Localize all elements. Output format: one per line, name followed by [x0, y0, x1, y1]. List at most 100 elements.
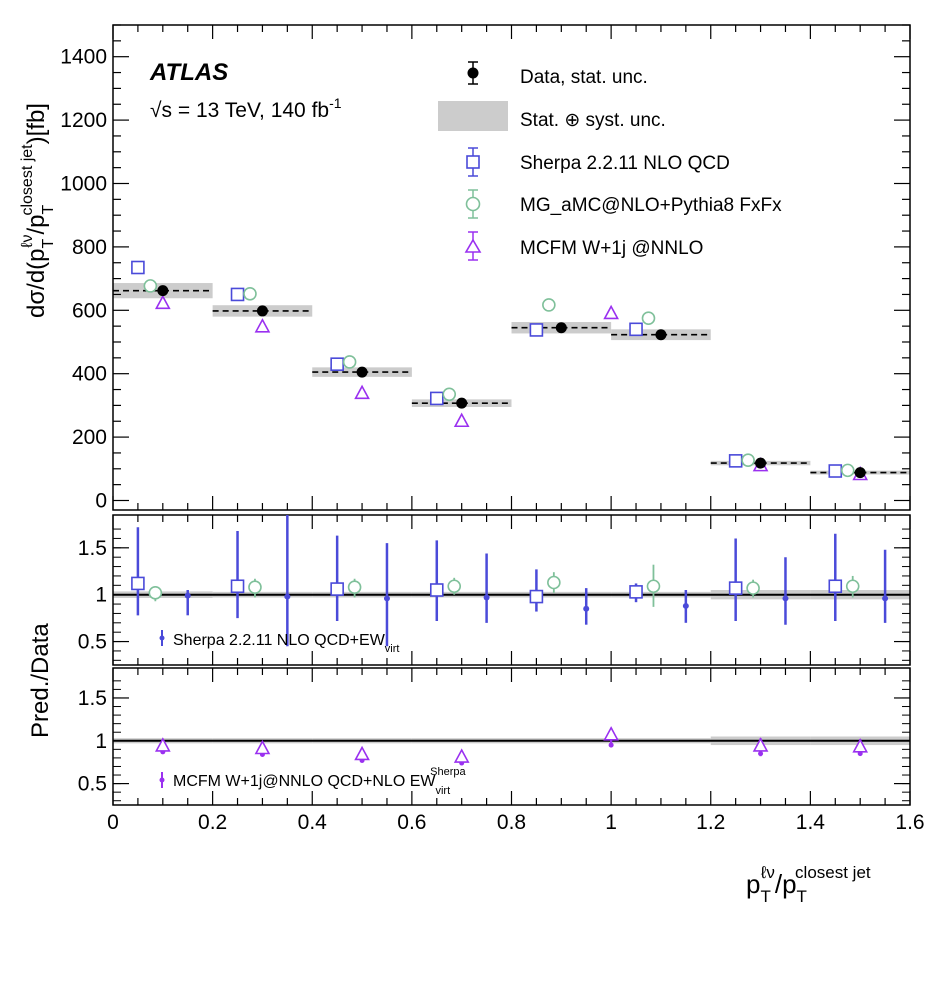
y-tick-label: 0 [95, 489, 107, 512]
legend-mg-label: MG_aMC@NLO+Pythia8 FxFx [520, 195, 782, 216]
data-point [755, 457, 767, 469]
mcfm-point [354, 384, 370, 400]
legend-data-marker [467, 61, 479, 85]
panel-frame [112, 24, 911, 511]
mg-point [248, 580, 262, 594]
mcfm-ew-point [608, 742, 614, 748]
mcfm-ratio-point [603, 726, 619, 741]
mcfm-ratio-point [154, 737, 171, 752]
sherpa-point [330, 582, 344, 596]
mcfm-point [154, 294, 171, 310]
mg-point [143, 279, 158, 293]
legend-mg-marker [465, 189, 481, 219]
sherpa-point [728, 454, 743, 468]
sherpa-point [230, 287, 245, 302]
sherpa-point [629, 585, 643, 599]
mcfm-point [254, 318, 271, 333]
y-tick-label: 1400 [60, 46, 107, 69]
y-tick-label: 200 [72, 426, 107, 449]
mcfm-ratio-point [752, 737, 769, 752]
sherpa-point [429, 391, 444, 406]
x-tick-label: 0.4 [298, 811, 328, 834]
ewvirt-point [682, 602, 689, 609]
ewvirt-point [284, 593, 291, 600]
data-point [157, 285, 169, 297]
legend-band-label: Stat. ⊕ syst. unc. [520, 110, 666, 131]
energy-label: √s = 13 TeV, 140 fb-1 [150, 95, 342, 122]
data-point [356, 366, 368, 378]
data-point [854, 467, 866, 479]
mg-point [641, 311, 656, 326]
sherpa-point [728, 581, 743, 595]
sherpa-point [828, 464, 843, 478]
data-point [655, 329, 667, 341]
sherpa-point [230, 579, 245, 594]
sherpa-point [629, 322, 643, 337]
middle-ratio-panel: 0.5 1 1.5 [78, 514, 911, 666]
y-tick-label: 1 [95, 730, 107, 753]
mg-point [542, 298, 556, 312]
mcfm-ratio-point [354, 745, 370, 761]
mcfm-ratio-point [453, 748, 470, 763]
y-tick-label: 1 [95, 584, 107, 607]
ewvirt-point [882, 595, 889, 602]
top-panel: 0 200 400 600 800 1000 1200 1400 [60, 24, 911, 512]
x-axis-label: pTℓν/pTclosest jet [746, 863, 871, 906]
x-tick-label: 0.2 [198, 811, 227, 834]
x-tick-label: 1.2 [696, 811, 725, 834]
y-tick-label: 0.5 [78, 773, 107, 796]
bottom-ratio-panel: 0.5 1 1.5 0 0.2 0.4 0.6 0.8 1 1.2 1.4 1.6 [78, 667, 925, 834]
mcfm-ratio-point [852, 738, 869, 753]
sherpa-point [529, 323, 544, 337]
mcfm-point [603, 304, 619, 320]
middle-legend: Sherpa 2.2.11 NLO QCD+EWvirt [159, 630, 399, 655]
mcfm-ratio-point [254, 739, 271, 755]
data-point [256, 305, 268, 317]
legend-sherpa-label: Sherpa 2.2.11 NLO QCD [520, 153, 730, 174]
x-tick-label: 1.6 [895, 811, 924, 834]
sherpa-point [429, 583, 444, 597]
legend-mcfm-label: MCFM W+1j @NNLO [520, 238, 703, 259]
ratio-y-axis-label: Pred./Data [27, 623, 54, 738]
middle-legend-label: Sherpa 2.2.11 NLO QCD+EWvirt [173, 632, 399, 655]
mg-point [845, 579, 860, 594]
y-tick-label: 600 [72, 299, 107, 322]
top-y-axis-label: dσ/d(pTℓν/pTclosest jet)[fb] [19, 103, 57, 318]
legend-sherpa-marker [466, 147, 480, 177]
x-tick-label: 1 [605, 811, 617, 834]
x-tick-label: 0.6 [397, 811, 426, 834]
mg-point [840, 463, 855, 478]
top-legend: Data, stat. unc. Stat. ⊕ syst. unc. Sher… [438, 61, 782, 261]
mg-point [342, 355, 357, 369]
mg-point [347, 580, 362, 594]
mcfm-ew-point [758, 751, 764, 757]
sherpa-point [828, 579, 843, 594]
ewvirt-point [383, 595, 390, 602]
bottom-legend-label: MCFM W+1j@NNLO QCD+NLO EWvirtSherpa [173, 766, 467, 797]
legend-mcfm-marker [464, 231, 482, 261]
y-tick-label: 800 [72, 236, 107, 259]
mg-point [746, 581, 760, 595]
ewvirt-point [483, 594, 490, 601]
legend-data-label: Data, stat. unc. [520, 67, 648, 88]
sherpa-point [131, 260, 145, 275]
y-tick-label: 1000 [60, 172, 107, 195]
mg-point [741, 453, 755, 468]
data-point [555, 322, 567, 334]
mcfm-point [453, 412, 470, 428]
data-point [456, 397, 468, 409]
bottom-legend: MCFM W+1j@NNLO QCD+NLO EWvirtSherpa [159, 766, 467, 797]
x-tick-label: 0.8 [497, 811, 526, 834]
experiment-label: ATLAS [149, 59, 228, 86]
x-tick-label: 1.4 [796, 811, 826, 834]
ewvirt-point [782, 595, 789, 602]
legend-band-swatch [438, 101, 508, 131]
ewvirt-point [583, 605, 590, 612]
y-tick-label: 1200 [60, 109, 107, 132]
mg-point [243, 287, 257, 301]
sherpa-point [131, 576, 145, 591]
x-tick-label: 0 [107, 811, 119, 834]
ewvirt-point [184, 592, 191, 599]
y-tick-label: 0.5 [78, 631, 107, 654]
